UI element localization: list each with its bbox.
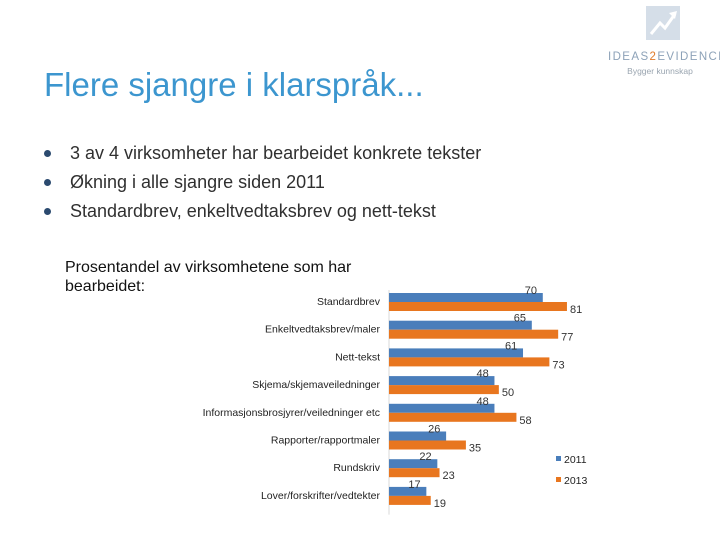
bar-2011 [389,403,495,413]
category-label: Enkeltvedtaksbrev/maler [265,324,380,336]
bar-2013 [389,468,440,478]
data-label: 58 [519,415,531,427]
legend-swatch [556,456,561,461]
data-label: 23 [443,470,455,482]
logo-tagline: Bygger kunnskap [627,66,693,76]
category-label: Standardbrev [317,296,381,308]
data-label: 19 [434,498,446,510]
data-label: 22 [419,451,431,463]
category-label: Nett-tekst [335,351,380,363]
bar-2013 [389,440,466,450]
legend-label: 2011 [564,454,587,466]
category-label: Skjema/skjemaveiledninger [252,379,380,391]
bar-2013 [389,302,567,311]
bar-2011 [389,376,495,386]
data-label: 17 [408,479,420,491]
data-label: 35 [469,443,481,455]
bar-2011 [389,486,427,496]
bar-2011 [389,348,524,358]
category-label: Lover/forskrifter/vedtekter [261,490,381,502]
legend-label: 2013 [564,475,588,487]
growth-chart-icon [646,6,680,40]
data-label: 70 [525,285,537,297]
legend-swatch [556,477,561,482]
logo: IDEAS2EVIDENCE Bygger kunnskap [608,6,720,78]
data-label: 26 [428,424,440,436]
data-label: 61 [505,340,517,352]
bar-2011 [389,431,447,441]
bar-2013 [389,329,559,339]
slide-title: Flere sjangre i klarspråk... [44,66,424,103]
bullet-list: 3 av 4 virksomheter har bearbeidet konkr… [44,139,481,226]
bar-2013 [389,412,517,422]
data-label: 77 [561,332,573,344]
data-label: 73 [552,359,564,371]
data-label: 48 [476,396,488,408]
bar-2011 [389,293,543,302]
bar-2013 [389,357,550,367]
bullet-item: Økning i alle sjangre siden 2011 [44,168,481,197]
category-label: Informasjonsbrosjyrer/veiledninger etc [203,407,380,419]
chart-title: Prosentandel av virksomhetene som har be… [65,259,352,295]
category-label: Rapporter/rapportmaler [271,435,381,447]
bar-2013 [389,385,499,395]
data-label: 81 [570,304,582,316]
data-label: 48 [476,368,488,380]
bullet-item: Standardbrev, enkeltvedtaksbrev og nett-… [44,197,481,226]
bar-2011 [389,459,438,469]
category-label: Rundskriv [333,462,380,474]
bar-2011 [389,320,532,330]
data-label: 50 [502,387,514,399]
data-label: 65 [514,313,526,325]
bar-2013 [389,495,431,505]
logo-name: IDEAS2EVIDENCE [608,51,720,63]
bullet-item: 3 av 4 virksomheter har bearbeidet konkr… [44,139,481,168]
